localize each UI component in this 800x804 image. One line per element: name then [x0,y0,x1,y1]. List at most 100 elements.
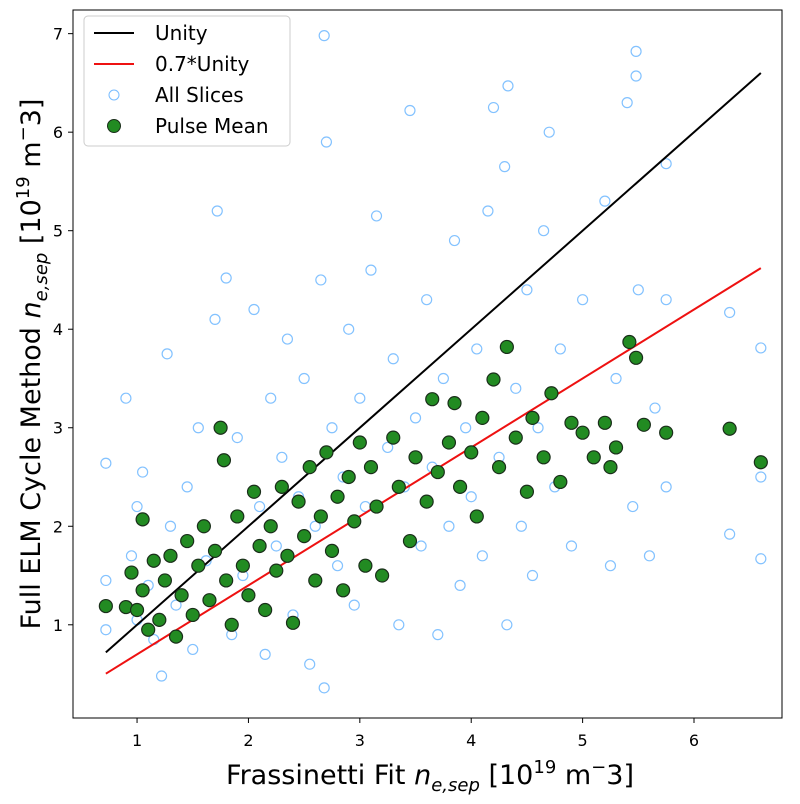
pulse-mean-point [274,479,289,494]
pulse-mean-point [146,553,161,568]
x-label-unit: 3] [606,760,634,791]
slice-point [630,45,642,57]
slice-point [448,234,461,247]
legend-swatch [108,89,120,101]
plot-frame [72,9,783,719]
pulse-mean-point [486,372,501,387]
slice-point [515,520,527,532]
pulse-mean-point [447,396,462,411]
slice-point [499,161,511,173]
slice-point [170,599,182,611]
slice-point [554,343,566,355]
slice-point [502,80,514,92]
pulse-mean-point [659,425,674,440]
slice-point [404,104,416,117]
pulse-mean-point [499,339,514,355]
pulse-mean-point [141,622,156,637]
pulse-mean-point [291,494,306,509]
x-tick-label: 3 [355,731,365,750]
pulse-mean-point [216,453,232,468]
pulse-mean-point [391,479,406,494]
y-tick-label: 3 [53,419,63,438]
pulse-mean-point [508,430,523,445]
slice-point [100,457,112,469]
pulse-mean-point [313,509,328,524]
pulse-mean-point [402,533,418,549]
legend: Unity 0.7*Unity All Slices Pulse Mean [83,15,291,147]
y-tick-label: 2 [53,517,63,536]
pulse-mean-point [135,512,150,527]
pulse-mean-point [575,425,590,440]
slice-point [187,643,199,656]
slice-point [304,658,316,670]
slice-point [649,402,661,414]
plot-area [98,30,768,694]
slice-point [259,648,271,660]
pulse-mean-point [408,450,423,465]
pulse-mean-point [163,548,178,563]
pulse-mean-point [224,617,239,632]
pulse-mean-point [519,484,535,499]
slice-point [482,205,494,217]
pulse-mean-point [475,410,490,425]
slice-point [465,491,477,503]
pulse-mean-point [168,629,184,644]
pulse-mean-point [544,386,559,401]
slice-point [270,540,282,552]
pulse-mean-point [152,612,167,627]
slice-point [231,431,243,444]
legend-frame [83,15,291,147]
pulse-mean-point [608,440,624,455]
slice-point [137,466,149,478]
pulse-mean-point [213,420,228,435]
pulse-mean-point [386,430,401,445]
pulse-mean-point [263,519,278,534]
pulse-mean-point [196,519,211,534]
pulse-mean-point [185,607,200,623]
pulse-mean-point [258,602,273,618]
slice-point [315,274,327,286]
legend-swatch [107,119,121,133]
slice-point [454,579,466,591]
slice-point [660,481,672,493]
slice-point [320,136,333,148]
pulse-mean-point [330,489,345,504]
slice-point [354,392,366,404]
pulse-mean-point [297,529,312,544]
pulse-mean-point [603,460,618,475]
pulse-mean-point [622,334,637,350]
slice-point [443,520,455,532]
pulse-mean-point [280,548,295,563]
y-label-unit: 3] [16,99,47,127]
slice-point [318,30,330,42]
pulse-mean-point [341,469,356,485]
x-label-unit: m [556,760,591,791]
y-label-subscript: e,sep [31,253,52,302]
pulse-mean-point [235,558,250,573]
legend-label: Pulse Mean [155,114,269,138]
pulse-mean-point [135,583,150,598]
slice-point [298,372,310,385]
x-label-subscript: e,sep [431,775,480,796]
x-tick-label: 5 [578,731,588,750]
slice-point [521,284,533,296]
slice-point [621,97,633,109]
pulse-mean-point [180,533,195,549]
slice-point [432,629,444,641]
slice-point [610,372,622,385]
pulse-mean-point [441,435,457,450]
slice-point [161,348,173,360]
x-tick-label: 4 [466,731,476,750]
slice-point [192,422,204,434]
slice-point [181,481,193,493]
pulse-mean-point [230,509,245,524]
pulse-mean-point [129,602,145,618]
pulse-mean-point [464,445,479,460]
slice-point [209,313,221,325]
x-label-symbol: n [414,760,431,791]
pulse-mean-point [269,563,284,578]
slice-point [348,599,360,611]
slice-point [155,670,168,682]
pulse-mean-point [157,573,172,588]
slice-point [627,500,639,513]
